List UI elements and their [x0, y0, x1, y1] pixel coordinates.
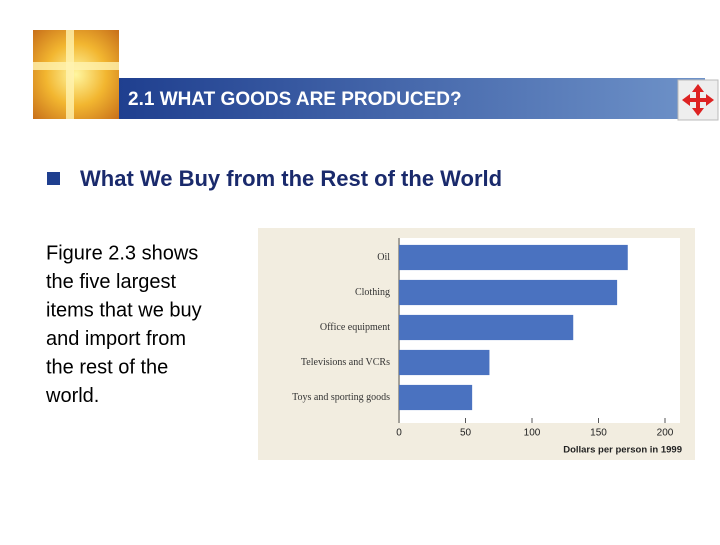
- y-tick-label: Office equipment: [320, 322, 390, 333]
- body-text: world.: [45, 385, 99, 407]
- logo-cross: [33, 62, 119, 70]
- title-bar: [119, 78, 705, 119]
- bar: [399, 279, 618, 306]
- x-axis-label: Dollars per person in 1999: [563, 445, 682, 456]
- logo: [33, 30, 119, 119]
- bar: [399, 244, 628, 271]
- bar: [399, 384, 473, 411]
- x-tick-label: 50: [460, 428, 472, 439]
- y-tick-label: Clothing: [355, 287, 390, 298]
- y-tick-label: Oil: [377, 252, 390, 263]
- y-tick-label: Televisions and VCRs: [301, 357, 390, 368]
- y-tick-label: Toys and sporting goods: [292, 392, 390, 403]
- body-text: the five largest: [46, 271, 177, 293]
- x-tick-label: 100: [524, 428, 541, 439]
- x-tick-label: 150: [590, 428, 607, 439]
- body-text: items that we buy: [46, 299, 202, 321]
- body-text: and import from: [46, 328, 186, 350]
- body-text: the rest of the: [46, 356, 168, 378]
- logo-cross: [66, 30, 74, 119]
- bullet-square: [47, 172, 60, 185]
- bar: [399, 349, 490, 376]
- body-text: Figure 2.3 shows: [46, 242, 198, 264]
- x-tick-label: 200: [657, 428, 674, 439]
- nav-icon[interactable]: [677, 79, 719, 121]
- bullet-heading: What We Buy from the Rest of the World: [80, 166, 502, 191]
- bar: [399, 314, 574, 341]
- x-tick-label: 0: [396, 428, 402, 439]
- slide-title: 2.1 WHAT GOODS ARE PRODUCED?: [128, 89, 462, 110]
